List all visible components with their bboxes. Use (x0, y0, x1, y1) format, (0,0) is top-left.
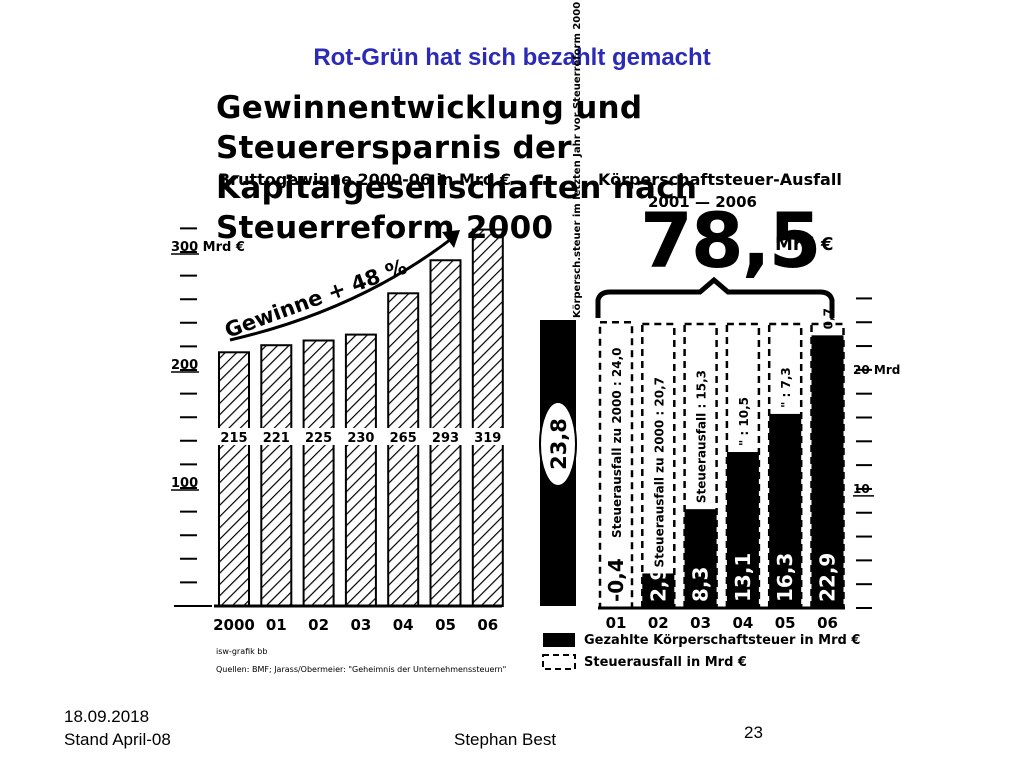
x-tick-label: 06 (817, 614, 838, 632)
tax-loss-value-label: 0,7 (822, 308, 836, 329)
profit-value-label: 293 (432, 431, 459, 446)
profit-chart-subtitle: Bruttogewinne 2000-06 in Mrd € (218, 170, 511, 189)
growth-arrowhead (442, 230, 460, 248)
profit-value-label: 230 (347, 431, 374, 446)
tax-loss-value-label: Steuerausfall : 15,3 (695, 370, 709, 503)
value-label-bg (426, 428, 465, 445)
x-tick-label: 04 (393, 616, 414, 634)
x-tick-label: 02 (308, 616, 329, 634)
reference-bar-label: Körpersch.steuer im letzten Jahr vor Ste… (572, 2, 583, 318)
profit-value-label: 319 (474, 431, 501, 446)
value-label-bg (341, 428, 380, 445)
slide-title: Rot-Grün hat sich bezahlt gemacht (313, 44, 711, 71)
tax-paid-value-label: 2,9 (646, 567, 670, 602)
chart-title: Gewinnentwicklung und Steuerersparnis de… (216, 90, 698, 246)
profit-bar (471, 228, 504, 608)
tax-period-label: 2001 — 2006 (648, 193, 757, 211)
value-label-bg (384, 428, 423, 445)
tax-loss-value-label: " : 7,3 (779, 367, 793, 408)
x-tick-label: 01 (606, 614, 627, 632)
profit-bar (387, 292, 420, 607)
value-label-bg (257, 428, 296, 445)
footer-stand: Stand April-08 (64, 730, 171, 749)
graphic-credit: isw-grafik bb (216, 647, 268, 656)
tax-loss-bar (641, 322, 676, 610)
tax-paid-value-label: 16,3 (773, 553, 797, 602)
reference-value-ellipse (539, 401, 577, 487)
footer-date: 18.09.2018 (64, 707, 150, 726)
value-label-bg (215, 428, 253, 445)
tax-loss-total-unit: Mrd € (775, 234, 834, 255)
legend-swatch-loss (542, 654, 576, 670)
y-tick-label: 300 Mrd € (171, 240, 245, 255)
x-tick-label: 05 (435, 616, 456, 634)
profit-bar (260, 344, 293, 607)
tax-paid-bar (642, 573, 675, 608)
growth-arrow (229, 234, 456, 342)
tax-paid-bar (684, 509, 717, 608)
footer-author: Stephan Best (454, 730, 557, 749)
tax-loss-bar (598, 320, 634, 610)
tax-chart-title: Körperschaftsteuer-Ausfall (598, 170, 842, 189)
profit-value-label: 215 (220, 431, 247, 446)
x-tick-label: 02 (648, 614, 669, 632)
profit-value-label: 225 (305, 431, 332, 446)
legend-label-paid: Gezahlte Körperschaftsteuer in Mrd € (584, 633, 861, 648)
profit-bar (302, 339, 335, 607)
legend-swatch-paid (543, 633, 575, 647)
tax-paid-value-label: 8,3 (689, 567, 713, 602)
y-tick-label: 100 (171, 476, 198, 491)
x-tick-label: 04 (732, 614, 753, 632)
y-tick-label: 200 (171, 358, 198, 373)
page-number: 23 (744, 723, 763, 742)
chart-legend (542, 633, 576, 670)
tax-loss-value-label: Steuerausfall zu 2000 : 20,7 (652, 377, 666, 568)
profit-value-label: 221 (263, 431, 290, 446)
profit-chart: 100 200 300 Mrd € 215 2000 221 01 225 02 230 03 265… (171, 2, 583, 634)
profit-bar (218, 351, 250, 607)
tax-loss-value-label: " : 10,5 (737, 397, 751, 446)
source-note: Quellen: BMF; Jarass/Obermeier: "Geheimn… (216, 665, 507, 674)
y-tick-label: 20 Mrd (853, 363, 900, 377)
x-tick-label: 05 (775, 614, 796, 632)
x-tick-label: 2000 (213, 616, 255, 634)
tax-paid-bar (811, 335, 844, 608)
x-tick-label: 06 (477, 616, 498, 634)
reference-value-label: 23,8 (547, 418, 571, 470)
profit-bar (344, 333, 377, 607)
profit-value-label: 265 (390, 431, 417, 446)
y-tick-label: 10 (853, 482, 870, 496)
value-label-bg (299, 428, 338, 445)
tax-paid-value-label: 13,1 (731, 553, 755, 602)
tax-paid-value-label: -0,4 (604, 558, 628, 602)
x-tick-label: 03 (350, 616, 371, 634)
value-label-bg (468, 428, 507, 445)
legend-label-loss: Steuerausfall in Mrd € (584, 655, 747, 670)
tax-paid-bar (769, 413, 802, 608)
tax-loss-value-label: Steuerausfall zu 2000 : 24,0 (610, 348, 624, 539)
tax-paid-value-label: 22,9 (816, 553, 840, 602)
brace (595, 276, 835, 318)
growth-annotation: Gewinne + 48 % (222, 254, 411, 342)
tax-paid-bar (726, 452, 759, 608)
x-tick-label: 01 (266, 616, 287, 634)
tax-loss-bar (683, 322, 718, 610)
x-tick-label: 03 (690, 614, 711, 632)
tax-loss-total: 78,5 (640, 196, 822, 285)
